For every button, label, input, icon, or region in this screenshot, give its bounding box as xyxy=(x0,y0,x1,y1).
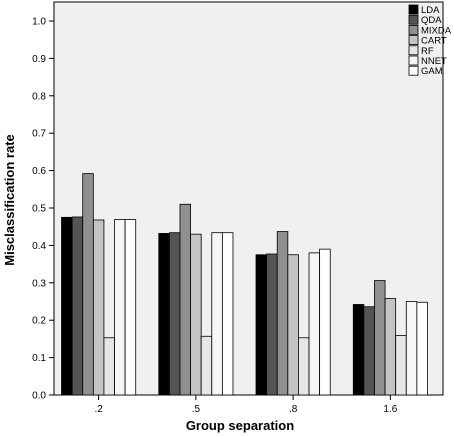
bar-qda-0 xyxy=(71,216,84,396)
bar-lda-2 xyxy=(255,254,268,396)
bar-nnet-2 xyxy=(308,252,321,396)
x-tick-label: .8 xyxy=(289,404,298,415)
bar-rf-0 xyxy=(103,337,115,396)
legend-label-cart: CART xyxy=(421,36,447,47)
bar-series xyxy=(61,173,428,396)
y-axis-title: Misclassification rate xyxy=(2,134,17,266)
x-axis: .2 .5 .8 1.6 xyxy=(94,395,398,415)
y-tick-label: 0.1 xyxy=(32,353,46,364)
y-tick-label: 0.2 xyxy=(32,316,46,327)
legend-label-gam: GAM xyxy=(421,66,443,77)
bar-mixda-0 xyxy=(82,173,94,396)
bar-mixda-2 xyxy=(276,231,289,396)
bar-gam-0 xyxy=(124,219,137,396)
bar-gam-2 xyxy=(319,248,331,396)
bar-rf-1 xyxy=(200,335,213,396)
bar-mixda-3 xyxy=(374,280,386,396)
bar-qda-1 xyxy=(168,232,181,396)
legend-label-rf: RF xyxy=(421,46,434,57)
legend-swatch-qda xyxy=(408,14,419,25)
bar-nnet-1 xyxy=(211,232,223,396)
legend-swatch-cart xyxy=(408,35,419,45)
bar-lda-3 xyxy=(352,304,365,396)
y-tick-label: 1.0 xyxy=(32,17,46,28)
bar-cart-0 xyxy=(92,219,105,396)
bar-rf-2 xyxy=(298,337,310,396)
legend-label-lda: LDA xyxy=(421,5,440,16)
y-tick-label: 0.7 xyxy=(32,129,46,140)
legend-label-nnet: NNET xyxy=(421,56,447,67)
legend-label-qda: QDA xyxy=(421,15,442,26)
y-tick-label: 0.6 xyxy=(32,166,46,177)
bar-gam-3 xyxy=(416,301,428,396)
bar-cart-1 xyxy=(190,233,202,396)
legend-swatch-rf xyxy=(408,45,419,56)
y-tick-label: 0.4 xyxy=(32,241,46,252)
legend-swatch-lda xyxy=(408,4,419,15)
bar-rf-3 xyxy=(395,335,407,396)
y-tick-label: 0.5 xyxy=(32,204,46,215)
x-tick-label: .5 xyxy=(192,404,201,415)
y-tick-label: 0.3 xyxy=(32,278,46,289)
legend-swatch-nnet xyxy=(408,55,419,66)
bar-nnet-0 xyxy=(114,219,126,396)
y-tick-label: 0.8 xyxy=(32,91,46,102)
bar-mixda-1 xyxy=(179,203,191,396)
bar-gam-1 xyxy=(221,232,234,396)
bar-nnet-3 xyxy=(405,301,418,396)
legend-label-mixda: MIXDA xyxy=(421,25,452,36)
bar-cart-3 xyxy=(384,298,397,396)
x-tick-label: 1.6 xyxy=(383,404,397,415)
y-tick-label: 0.0 xyxy=(32,391,46,402)
bar-lda-1 xyxy=(158,233,170,396)
bar-qda-3 xyxy=(363,306,375,396)
legend-swatch-gam xyxy=(408,65,419,76)
y-axis: 0.0 0.1 0.2 0.3 0.4 0.5 0.6 0.7 0.8 0.9 1.0 xyxy=(32,17,54,402)
x-axis-title: Group separation xyxy=(186,418,294,433)
y-tick-label: 0.9 xyxy=(32,54,46,65)
legend-swatch-mixda xyxy=(408,24,419,35)
bar-cart-2 xyxy=(287,254,299,396)
bar-qda-2 xyxy=(266,253,278,396)
bar-lda-0 xyxy=(61,216,73,396)
x-tick-label: .2 xyxy=(94,404,103,415)
